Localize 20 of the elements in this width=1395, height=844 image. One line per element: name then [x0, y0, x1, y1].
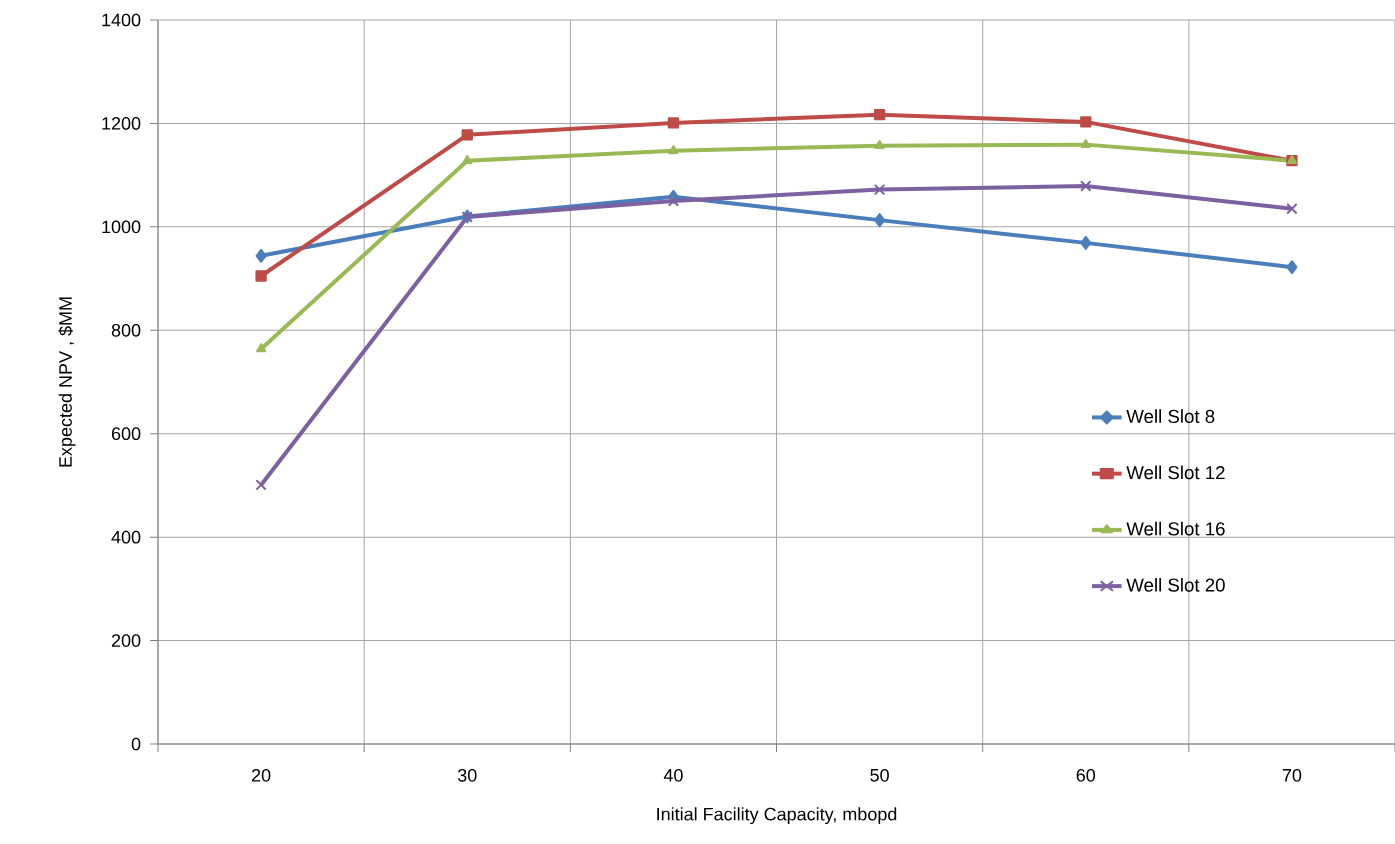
y-tick-label: 0	[131, 737, 141, 751]
legend-label: Well Slot 16	[1126, 521, 1225, 536]
x-tick-label: 60	[1076, 768, 1096, 782]
x-tick-label: 70	[1282, 768, 1302, 782]
legend-label: Well Slot 8	[1126, 409, 1215, 424]
y-tick-label: 600	[111, 427, 141, 441]
legend-label: Well Slot 20	[1126, 577, 1225, 592]
x-tick-label: 20	[251, 768, 271, 782]
x-tick-label: 30	[457, 768, 477, 782]
x-axis-title: Initial Facility Capacity, mbopd	[657, 807, 897, 825]
y-tick-label: 200	[111, 634, 141, 647]
y-tick-label: 400	[111, 530, 141, 544]
legend-label: Well Slot 12	[1126, 465, 1225, 480]
y-axis-title: Expected NPV , $MM	[58, 297, 76, 467]
y-tick-label: 1000	[102, 220, 141, 234]
y-tick-label: 1400	[102, 13, 141, 27]
x-tick-label: 50	[870, 768, 889, 782]
y-tick-label: 1200	[102, 117, 141, 130]
y-tick-label: 800	[111, 323, 141, 337]
x-tick-label: 40	[663, 768, 683, 782]
